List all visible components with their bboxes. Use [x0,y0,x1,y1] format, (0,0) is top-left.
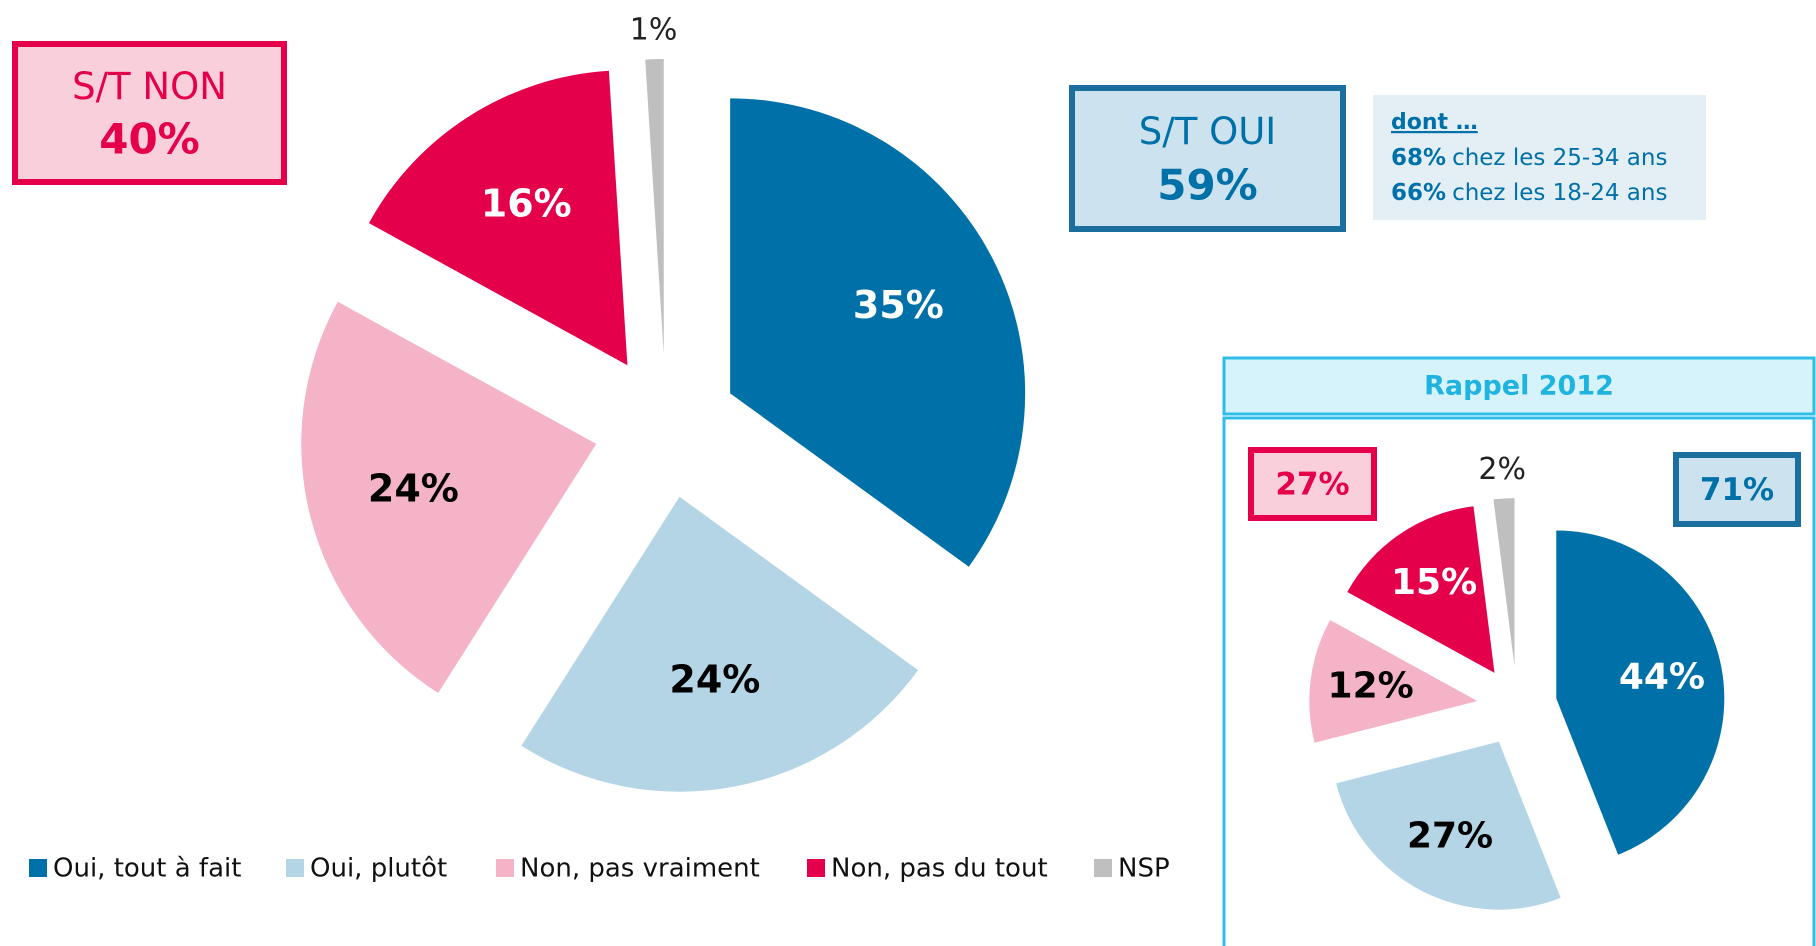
legend-label: Oui, plutôt [310,854,447,884]
rappel-header [1222,356,1816,416]
rappel-title: Rappel 2012 [1424,371,1614,402]
slice-label: 16% [481,181,572,225]
summary-label: S/T OUI [1139,110,1276,153]
pie-slice [368,70,628,366]
legend-label: Non, pas du tout [831,854,1048,884]
pie-slice [645,59,664,355]
summary-box [1069,85,1346,232]
slice-label: 35% [853,283,944,327]
slice-label: 24% [368,466,459,510]
note-text: chez les 18-24 ans [1452,180,1667,206]
slice-label: 44% [1619,656,1705,697]
note-title: dont … [1391,110,1478,135]
pie-slice [1493,498,1515,667]
pie-slice [730,98,1026,567]
slice-label: 2% [1478,452,1526,487]
legend-swatch [807,859,825,877]
legend-swatch [286,859,304,877]
summary-value: 71% [1700,472,1774,508]
legend-swatch [29,859,47,877]
summary-box [1673,452,1801,527]
pie-slice [1347,506,1495,673]
slice-label: 12% [1328,666,1414,707]
rappel-frame [1222,416,1816,946]
note-box [1373,95,1706,220]
pie-slice [521,496,919,792]
legend-label: Non, pas vraiment [520,854,760,884]
note-value: 68% [1391,145,1446,171]
slice-label: 27% [1407,815,1493,856]
summary-value: 40% [99,114,200,163]
summary-box [12,41,287,185]
summary-box [1248,447,1377,521]
pie-slice [1309,620,1478,743]
legend-label: Oui, tout à fait [53,854,241,884]
summary-value: 27% [1275,467,1349,503]
legend-swatch [1094,859,1112,877]
note-text: chez les 25-34 ans [1452,145,1667,171]
pie-slice [1556,530,1725,855]
note-line: 68% chez les 25-34 ans [1391,145,1667,171]
summary-value: 59% [1157,160,1258,209]
pie-slice [1336,741,1561,910]
slice-label: 15% [1391,562,1477,603]
legend-swatch [496,859,514,877]
slice-label: 1% [630,13,678,48]
legend-label: NSP [1118,854,1170,884]
slice-label: 24% [669,658,760,702]
summary-label: S/T NON [72,65,227,108]
pie-slice [301,301,597,693]
note-line: 66% chez les 18-24 ans [1391,180,1667,206]
note-value: 66% [1391,180,1446,206]
